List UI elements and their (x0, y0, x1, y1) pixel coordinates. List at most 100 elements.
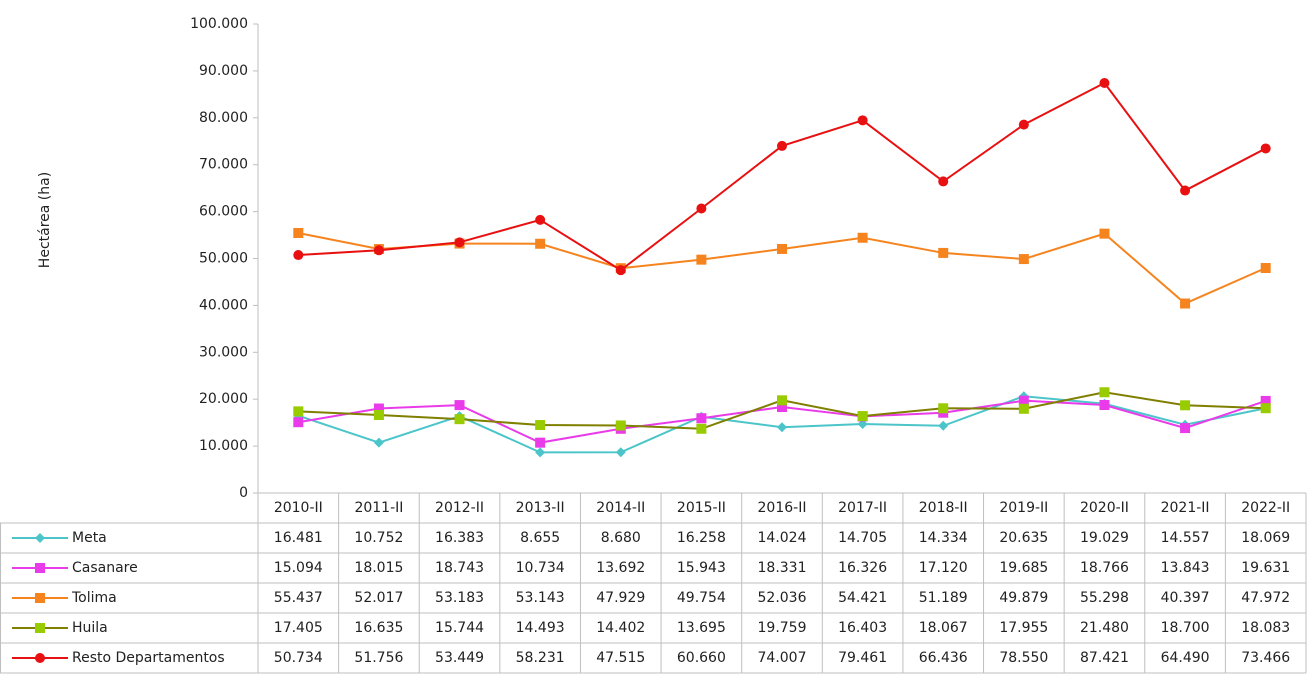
table-value: 16.258 (677, 530, 726, 546)
data-point (373, 245, 384, 256)
table-value: 20.635 (999, 530, 1048, 546)
y-tick-label: 10.000 (199, 438, 248, 454)
data-point (1180, 185, 1191, 196)
table-value: 18.700 (1161, 620, 1210, 636)
legend-marker (35, 653, 45, 663)
x-tick-label: 2022-II (1241, 500, 1290, 516)
legend-label: Meta (72, 530, 107, 546)
data-point (938, 420, 949, 431)
data-point (777, 422, 787, 433)
table-value: 49.879 (999, 590, 1048, 606)
table-value: 8.655 (520, 530, 560, 546)
table-value: 52.036 (758, 590, 807, 606)
y-tick-label: 100.000 (190, 16, 248, 32)
table-value: 8.680 (601, 530, 641, 546)
table-value: 47.972 (1241, 590, 1290, 606)
x-tick-label: 2010-II (274, 500, 323, 516)
data-point (777, 395, 787, 406)
data-point (938, 403, 949, 414)
data-point (615, 420, 626, 431)
table-value: 66.436 (919, 650, 968, 666)
data-point (1260, 143, 1271, 154)
data-point (1099, 399, 1110, 410)
y-tick-label: 80.000 (199, 110, 248, 126)
table-value: 40.397 (1161, 590, 1210, 606)
data-point (857, 411, 868, 422)
table-value: 16.383 (435, 530, 484, 546)
table-value: 18.015 (354, 560, 403, 576)
table-value: 51.756 (354, 650, 403, 666)
table-value: 17.405 (274, 620, 323, 636)
y-tick-label: 50.000 (199, 251, 248, 267)
data-point (535, 447, 546, 458)
x-tick-label: 2017-II (838, 500, 887, 516)
data-point (373, 403, 384, 414)
table-value: 54.421 (838, 590, 887, 606)
table-value: 73.466 (1241, 650, 1290, 666)
table-value: 19.685 (999, 560, 1048, 576)
table-value: 87.421 (1080, 650, 1129, 666)
table-value: 16.481 (274, 530, 323, 546)
data-point (615, 265, 626, 276)
data-point (1099, 77, 1110, 88)
data-point (535, 437, 546, 448)
table-value: 60.660 (677, 650, 726, 666)
data-point (1180, 423, 1191, 434)
table-value: 14.334 (919, 530, 968, 546)
legend-marker (35, 593, 45, 603)
x-tick-label: 2015-II (677, 500, 726, 516)
table-value: 47.515 (596, 650, 645, 666)
data-point (938, 247, 949, 258)
table-value: 51.189 (919, 590, 968, 606)
data-point (1018, 395, 1029, 406)
data-point (454, 237, 465, 248)
data-point (293, 228, 304, 239)
table-value: 10.734 (516, 560, 565, 576)
legend-marker (35, 533, 45, 543)
data-point (1260, 395, 1271, 406)
data-point (535, 238, 546, 249)
x-tick-label: 2019-II (999, 500, 1048, 516)
table-value: 18.067 (919, 620, 968, 636)
data-point (938, 176, 949, 187)
series-line (298, 81, 1267, 272)
x-tick-label: 2021-II (1161, 500, 1210, 516)
table-value: 79.461 (838, 650, 887, 666)
table-value: 14.705 (838, 530, 887, 546)
table-value: 15.943 (677, 560, 726, 576)
table-value: 19.759 (758, 620, 807, 636)
table-value: 19.631 (1241, 560, 1290, 576)
table-value: 18.743 (435, 560, 484, 576)
table-value: 13.692 (596, 560, 645, 576)
data-point (777, 402, 787, 413)
table-value: 74.007 (758, 650, 807, 666)
table-value: 16.326 (838, 560, 887, 576)
table-value: 55.437 (274, 590, 323, 606)
table-value: 49.754 (677, 590, 726, 606)
data-point (615, 447, 626, 458)
data-point (857, 115, 868, 126)
table-value: 13.843 (1161, 560, 1210, 576)
data-point (454, 414, 465, 425)
data-point (1180, 298, 1191, 309)
y-tick-label: 90.000 (199, 63, 248, 79)
table-value: 53.449 (435, 650, 484, 666)
x-tick-label: 2011-II (354, 500, 403, 516)
y-tick-label: 30.000 (199, 344, 248, 360)
table-value: 14.024 (758, 530, 807, 546)
table-value: 53.143 (516, 590, 565, 606)
table-value: 78.550 (999, 650, 1048, 666)
table-value: 15.744 (435, 620, 484, 636)
table-value: 15.094 (274, 560, 323, 576)
table-value: 55.298 (1080, 590, 1129, 606)
data-point (293, 406, 304, 417)
data-point (1260, 263, 1271, 274)
data-point (1099, 228, 1110, 239)
table-value: 17.120 (919, 560, 968, 576)
table-value: 58.231 (516, 650, 565, 666)
data-point (535, 420, 546, 431)
table-value: 16.403 (838, 620, 887, 636)
data-point (1018, 254, 1029, 265)
data-point (454, 400, 465, 411)
